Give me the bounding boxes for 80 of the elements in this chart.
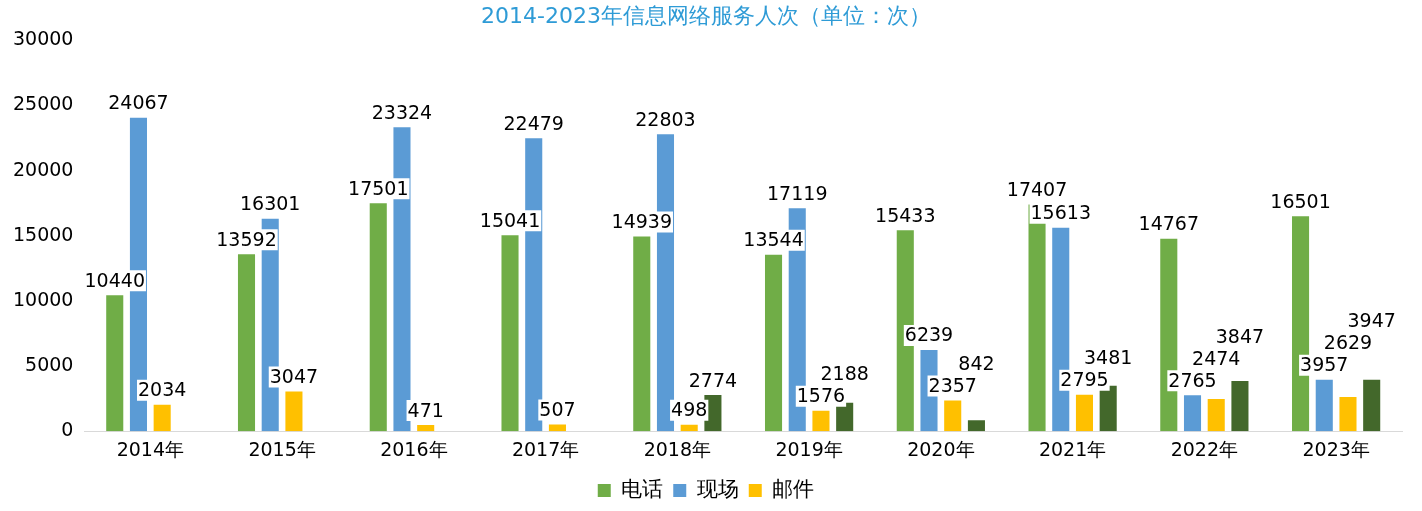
x-tick-label: 2014年 [116,437,184,460]
x-tick-label: 2019年 [775,437,843,460]
data-label: 3047 [269,364,319,387]
x-tick-label: 2015年 [248,437,316,460]
data-label: 3957 [1300,353,1349,376]
y-tick-label: 20000 [12,157,74,180]
legend-label: 邮件 [772,476,815,501]
y-tick-label: 5000 [25,353,74,375]
data-label: 24067 [108,91,169,114]
y-tick-label: 10000 [12,287,74,310]
data-label: 16501 [1270,189,1331,212]
bar [1099,385,1117,432]
bar [106,295,124,432]
bar [1231,381,1249,432]
bar [1207,398,1225,432]
data-label: 15041 [479,208,541,231]
bar [417,425,435,432]
x-tick-label: 2017年 [511,437,580,460]
data-label: 13592 [216,227,277,250]
data-label: 23324 [371,100,433,123]
data-label: 2474 [1192,346,1241,369]
bar [1339,396,1357,432]
data-label: 3947 [1347,309,1396,332]
x-tick-label: 2022年 [1170,437,1239,460]
data-label: 6239 [904,323,954,346]
legend-label: 电话 [621,476,664,501]
data-label: 2774 [688,368,738,391]
data-label: 3481 [1084,346,1133,369]
x-tick-label: 2021年 [1038,437,1107,460]
data-label: 10440 [84,268,145,291]
bar [967,420,985,432]
bar [369,203,387,432]
bar [548,424,566,432]
data-label: 498 [671,398,708,421]
data-label: 17501 [348,176,409,199]
data-label: 1576 [796,384,846,407]
data-label: 471 [407,398,444,421]
x-tick-label: 2020年 [907,437,975,460]
bar [153,404,171,432]
y-tick-label: 0 [61,418,74,441]
chart-title: 2014-2023年信息网络服务人次（单位：次） [481,2,931,28]
data-label: 2795 [1060,368,1109,391]
bar [285,391,303,432]
data-label: 17407 [1006,177,1068,200]
bar [764,254,783,432]
x-tick-label: 2016年 [380,437,448,460]
data-label: 842 [958,351,995,374]
data-label: 3847 [1215,324,1265,347]
data-label: 2629 [1323,331,1373,354]
bar [944,400,962,432]
data-label: 2034 [138,378,187,401]
bar [1075,394,1094,432]
data-label: 2765 [1168,368,1217,391]
bar [680,424,698,432]
data-label: 2357 [928,373,977,396]
y-tick-label: 30000 [12,27,74,50]
bar [836,402,854,432]
data-label: 15433 [875,203,936,226]
bar [237,254,256,432]
data-label: 14767 [1138,212,1200,235]
data-label: 22803 [635,107,696,130]
bar [501,235,519,432]
y-tick-label: 15000 [12,222,74,245]
x-tick-label: 2023年 [1302,437,1370,460]
data-label: 16301 [239,192,301,215]
bar [1315,379,1333,432]
data-label: 17119 [767,181,828,204]
data-label: 22479 [503,111,564,134]
data-label: 15613 [1030,201,1091,224]
data-label: 507 [539,398,576,421]
bar [1363,379,1381,432]
x-tick-label: 2018年 [643,437,712,460]
data-label: 13544 [743,228,804,251]
data-label: 14939 [611,210,672,233]
bar [633,236,651,432]
bar [812,410,830,432]
y-tick-label: 25000 [12,92,74,115]
data-label: 2188 [820,362,869,385]
legend-label: 现场 [696,476,739,501]
bar [1183,395,1202,432]
